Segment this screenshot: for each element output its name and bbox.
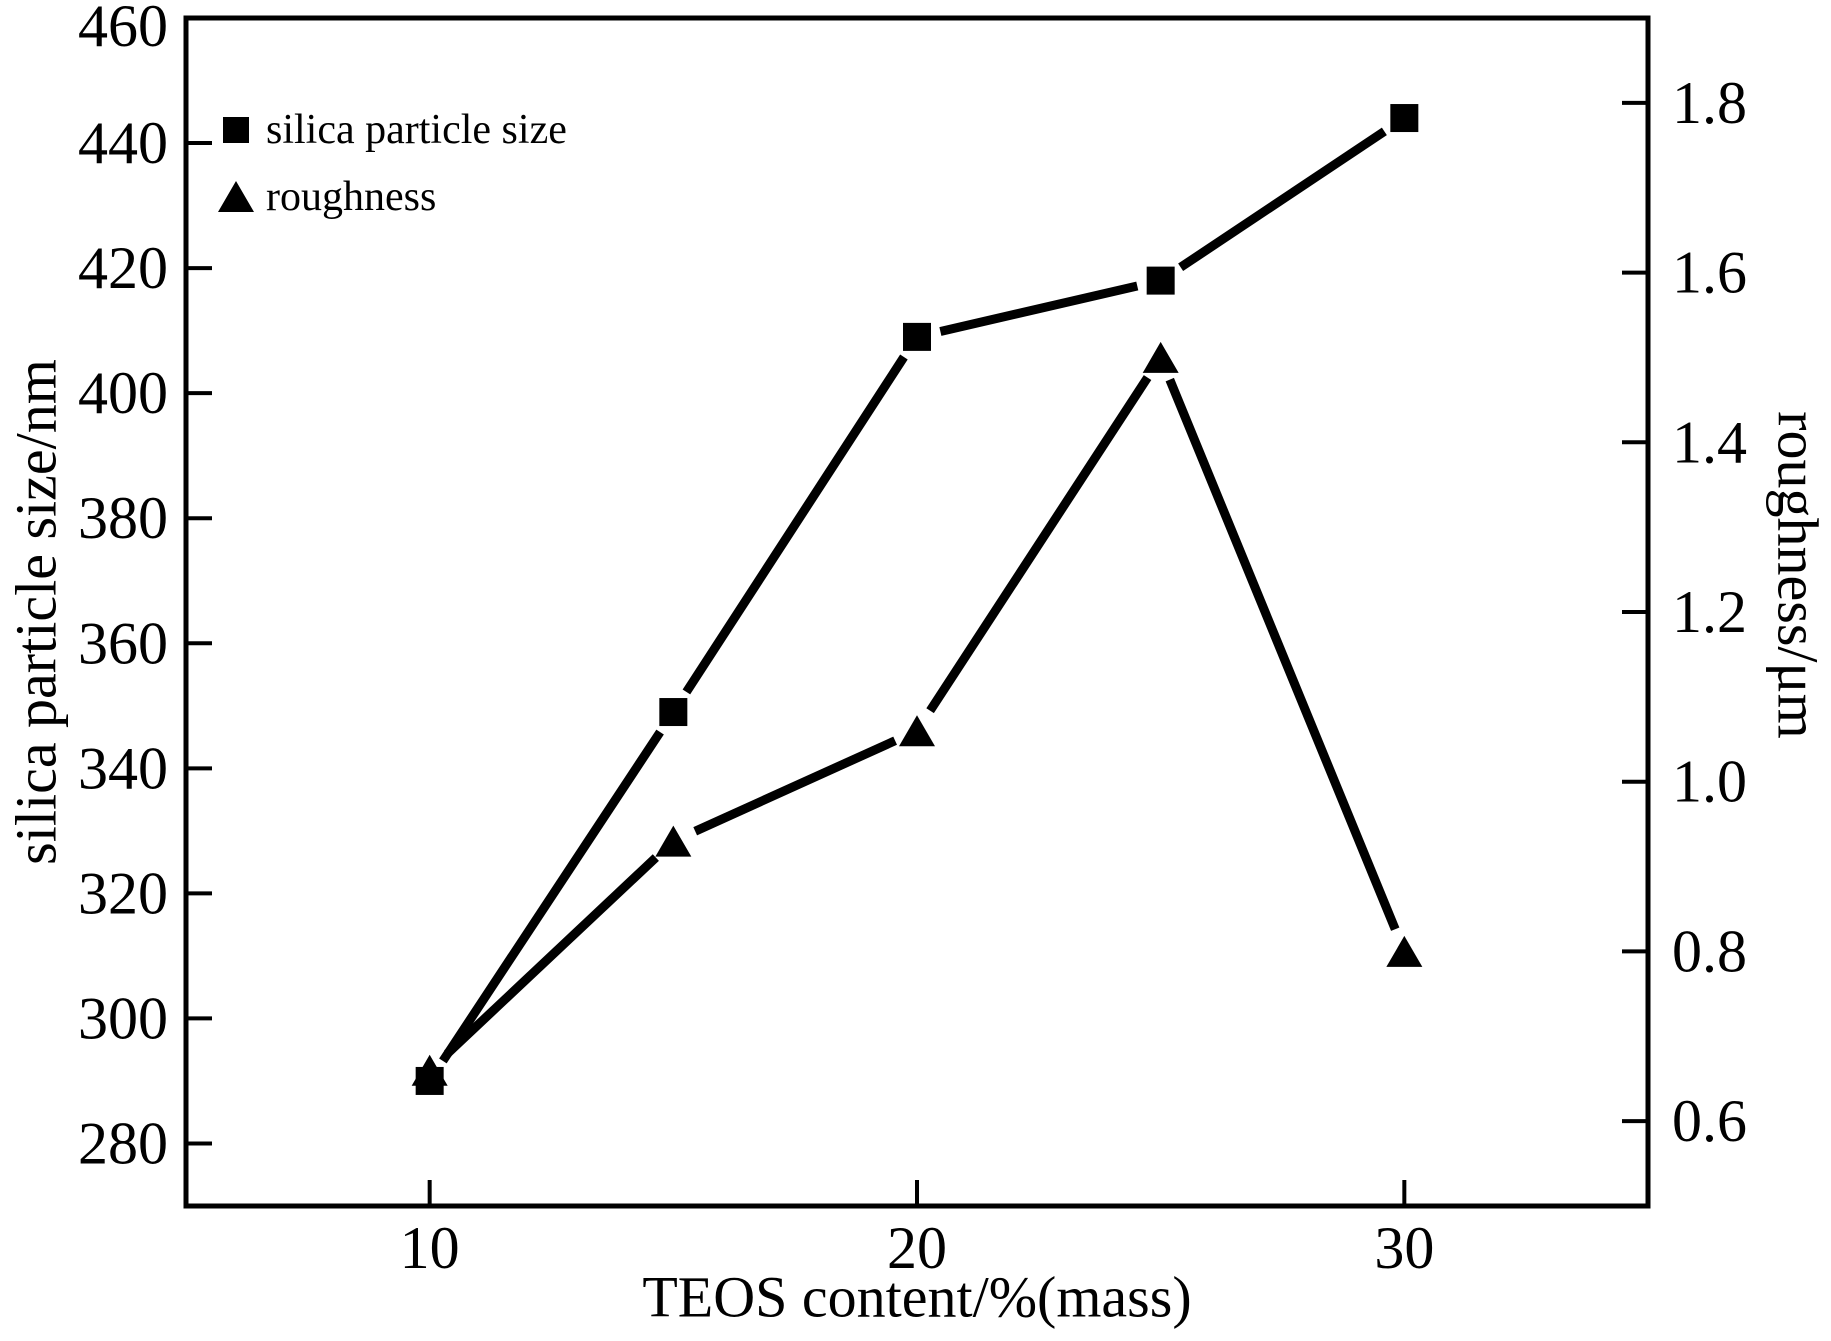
legend: silica particle size roughness [212, 96, 567, 230]
y-left-tick-label: 460 [78, 0, 168, 59]
legend-marker-slot [212, 116, 260, 143]
series-line-roughness [693, 736, 897, 836]
y-right-tick-label: 1.8 [1672, 70, 1747, 136]
data-point-triangle [1142, 341, 1179, 373]
series-line-silica [939, 281, 1139, 336]
y-right-tick-label: 1.2 [1672, 579, 1747, 645]
data-point-square [1390, 104, 1419, 133]
series-line-silica [439, 729, 664, 1064]
y-right-axis-label: roughness/μm [1765, 411, 1831, 739]
y-right-tick-label: 0.8 [1672, 918, 1747, 984]
data-point-triangle [411, 1054, 448, 1086]
y-left-tick-label: 420 [78, 235, 168, 301]
legend-label-silica: silica particle size [266, 106, 567, 153]
data-point-triangle [1386, 935, 1423, 967]
y-left-tick-label: 360 [78, 610, 168, 676]
y-right-tick-label: 0.6 [1672, 1088, 1747, 1154]
y-left-axis-label: silica particle size/nm [3, 359, 69, 865]
legend-marker-slot [212, 181, 260, 212]
y-left-tick-label: 340 [78, 735, 168, 801]
y-left-tick-label: 380 [78, 485, 168, 551]
data-point-square [1146, 266, 1175, 295]
series-line-roughness [1165, 377, 1400, 931]
data-point-triangle [899, 715, 935, 747]
x-tick-label: 10 [400, 1215, 460, 1281]
y-right-tick-label: 1.0 [1672, 749, 1747, 815]
y-left-tick-label: 320 [78, 860, 168, 926]
y-right-tick-label: 1.4 [1672, 409, 1747, 475]
triangle-marker-icon [218, 181, 254, 212]
x-axis-label: TEOS content/%(mass) [642, 1264, 1192, 1330]
data-point-square [903, 322, 931, 351]
x-tick-label: 30 [1374, 1215, 1434, 1281]
legend-label-roughness: roughness [266, 173, 437, 220]
x-tick-label: 20 [887, 1215, 947, 1281]
data-point-square [659, 698, 688, 727]
legend-item-silica: silica particle size [212, 96, 567, 163]
series-line-silica [682, 354, 908, 695]
legend-item-roughness: roughness [212, 163, 567, 230]
square-marker-icon [223, 116, 249, 143]
data-point-triangle [655, 825, 692, 857]
series-line-roughness [926, 375, 1152, 714]
y-right-tick-label: 1.6 [1672, 240, 1747, 306]
series-line-roughness [444, 854, 659, 1058]
y-left-tick-label: 300 [78, 985, 168, 1051]
y-left-tick-label: 280 [78, 1110, 168, 1176]
y-left-tick-label: 440 [78, 110, 168, 176]
y-left-tick-label: 400 [78, 360, 168, 426]
series-line-silica [1178, 127, 1387, 272]
plot-border [183, 15, 1651, 1209]
